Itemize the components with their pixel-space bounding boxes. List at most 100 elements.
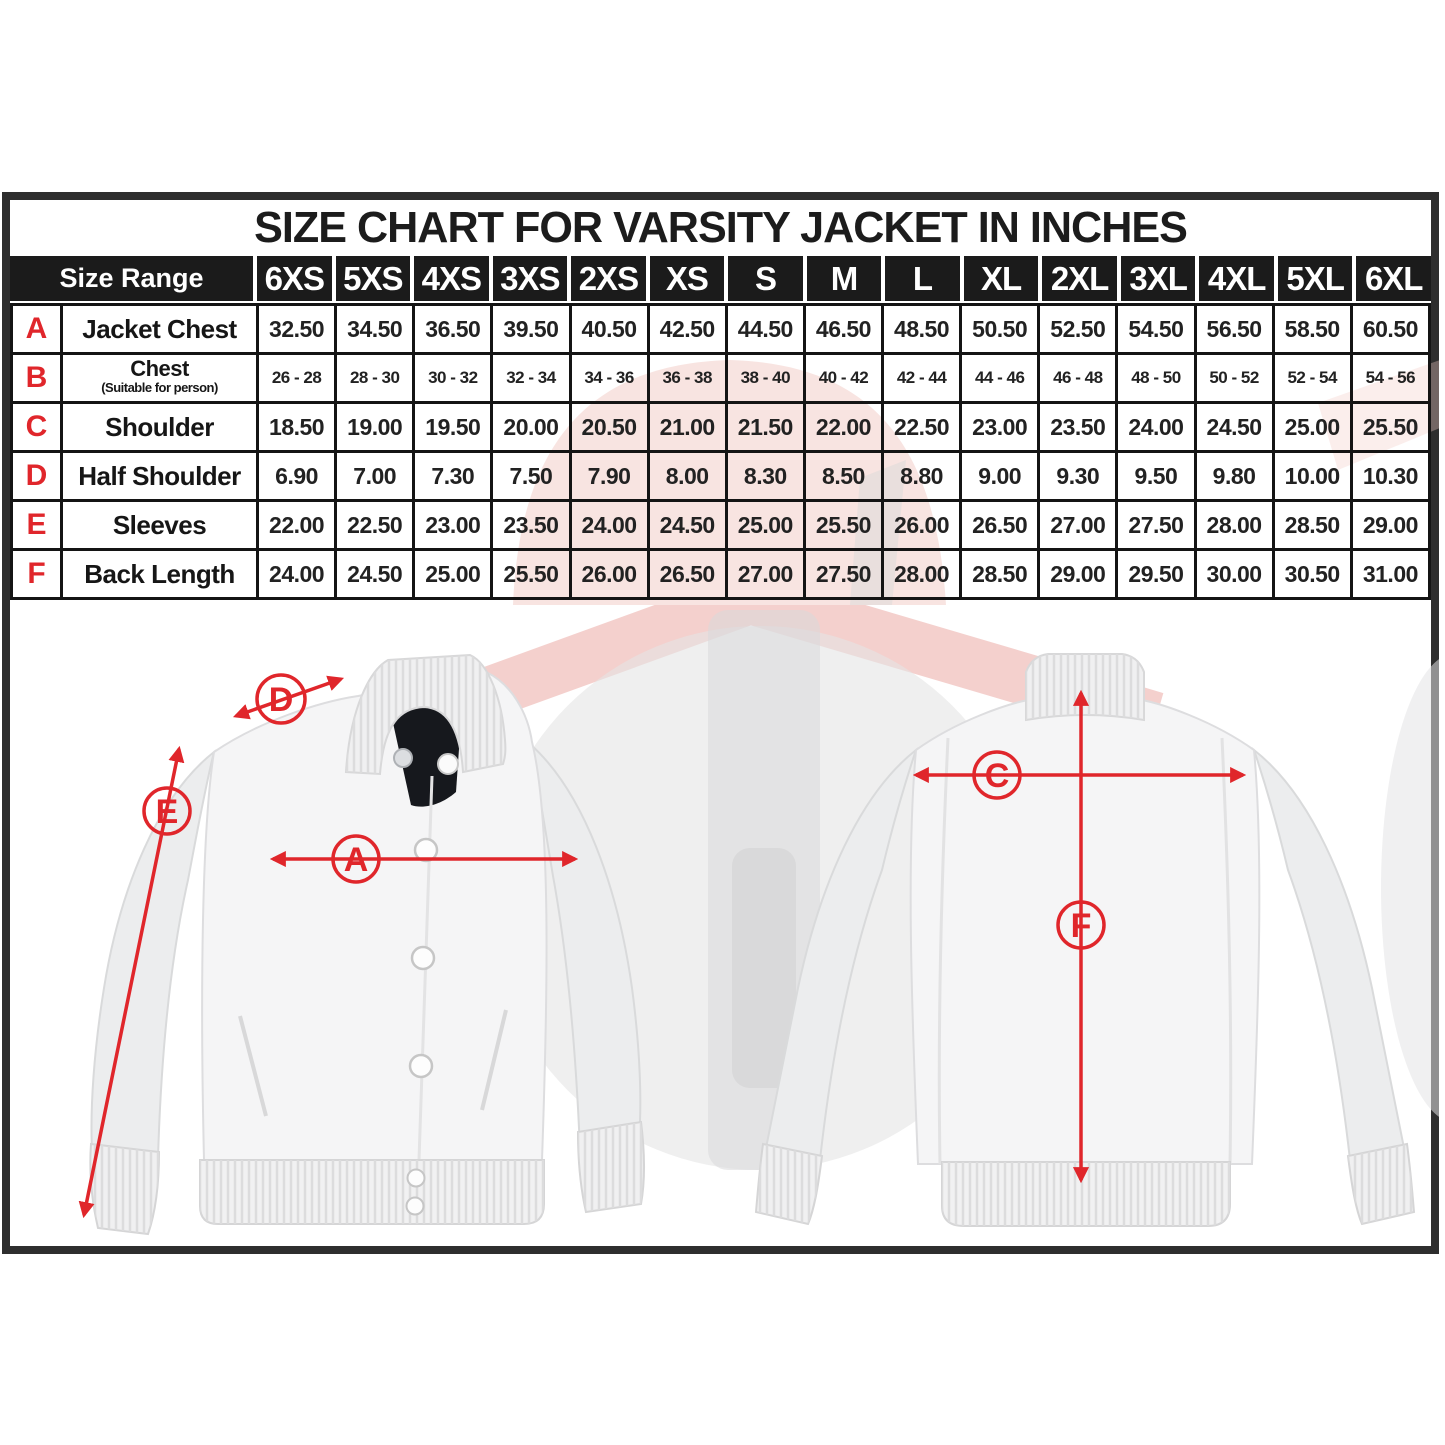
value-cell: 26.00 [880,499,963,551]
value-cell: 34 - 36 [568,352,650,404]
back-right-seam [1220,737,1233,1165]
value-cell: 28.50 [959,548,1041,600]
measure-arrow [78,745,185,1219]
value-cell: 52.50 [1037,303,1119,355]
size-header-5xs: 5XS [335,256,411,301]
row-letter: E [10,499,63,551]
value-cell: 10.00 [1271,450,1353,502]
value-cell: 31.00 [1349,548,1432,600]
row-label: Back Length [60,548,259,600]
value-cell: 26.50 [959,499,1041,551]
value-cell: 46 - 48 [1037,352,1119,404]
waistband-snap-button [405,1196,425,1216]
value-cell: 34.50 [334,303,416,355]
jacket-illustrations: D E A C F [78,605,1439,1236]
front-left-pocket [238,1015,268,1117]
size-header-xs: XS [649,256,725,301]
measure-circle [255,673,307,725]
size-header-3xs: 3XS [492,256,568,301]
value-cell: 7.50 [490,450,572,502]
table-row-a: A Jacket Chest 32.50 34.50 36.50 39.50 40.50 42… [10,303,1432,355]
collar-snap-button [393,748,413,768]
size-header-2xs: 2XS [571,256,646,301]
row-letter: B [10,352,63,404]
value-cell: 9.00 [959,450,1041,502]
measure-letter: C [985,757,1010,795]
value-cell: 9.80 [1193,450,1275,502]
value-cell: 60.50 [1349,303,1432,355]
size-header-m: M [806,256,882,301]
value-cell: 9.50 [1115,450,1197,502]
row-label: Shoulder [60,401,259,453]
row-letter: F [10,548,63,600]
value-cell: 27.50 [1115,499,1197,551]
measure-letter: E [156,793,179,831]
front-neck-lining [388,700,462,807]
watermark-edge-shape [1381,659,1439,1117]
value-cell: 25.00 [412,548,494,600]
size-header-l: L [885,256,960,301]
value-cell: 22.00 [802,401,885,453]
front-collar-ribs [346,655,506,774]
measure-circle [331,834,381,884]
value-cell: 29.50 [1115,548,1197,600]
value-cell: 54.50 [1115,303,1197,355]
value-cell: 21.50 [724,401,806,453]
value-cell: 26 - 28 [255,352,338,404]
row-label: Chest (Suitable for person) [60,352,259,404]
measure-letter: F [1071,907,1092,945]
value-cell: 24.50 [334,548,416,600]
size-header-3xl: 3XL [1120,256,1196,301]
value-cell: 23.00 [959,401,1041,453]
back-left-seam [937,737,950,1165]
row-label: Sleeves [60,499,259,551]
value-cell: 52 - 54 [1271,352,1353,404]
value-cell: 21.00 [646,401,728,453]
size-header-s: S [728,256,803,301]
size-header-2xl: 2XL [1042,256,1117,301]
value-cell: 42 - 44 [880,352,963,404]
value-cell: 36.50 [412,303,494,355]
measure-letter: D [269,681,294,719]
value-cell: 58.50 [1271,303,1353,355]
value-cell: 18.50 [255,401,338,453]
value-cell: 8.00 [646,450,728,502]
value-cell: 26.50 [646,548,728,600]
measure-circle [1056,900,1106,950]
value-cell: 8.80 [880,450,963,502]
value-cell: 56.50 [1193,303,1275,355]
value-cell: 40.50 [568,303,650,355]
back-left-cuff-ribs [756,1144,822,1224]
value-cell: 44.50 [724,303,806,355]
value-cell: 30.50 [1271,548,1353,600]
value-cell: 36 - 38 [646,352,728,404]
table-row-b: B Chest (Suitable for person) 26 - 28 28 - 3… [10,352,1432,404]
measure-arrow [232,675,345,720]
value-cell: 9.30 [1037,450,1119,502]
value-cell: 27.00 [1037,499,1119,551]
value-cell: 20.50 [568,401,650,453]
value-cell: 24.50 [1193,401,1275,453]
size-header-6xs: 6XS [257,256,332,301]
size-header-5xl: 5XL [1277,256,1353,301]
value-cell: 25.50 [490,548,572,600]
value-cell: 22.50 [880,401,963,453]
measurement-table: A Jacket Chest 32.50 34.50 36.50 39.50 40.50 42… [10,303,1432,600]
measurement-annotations: D E A C F [78,673,1247,1219]
value-cell: 30 - 32 [412,352,494,404]
value-cell: 28.50 [1271,499,1353,551]
front-right-pocket [480,1009,508,1111]
page-title: SIZE CHART FOR VARSITY JACKET IN INCHES [254,203,1188,252]
value-cell: 50 - 52 [1193,352,1275,404]
measure-annotation-e: E [78,745,192,1219]
value-cell: 19.50 [412,401,494,453]
value-cell: 22.00 [255,499,338,551]
value-cell: 7.90 [568,450,650,502]
value-cell: 7.30 [412,450,494,502]
value-cell: 25.00 [1271,401,1353,453]
row-label: Half Shoulder [60,450,259,502]
value-cell: 39.50 [490,303,572,355]
table-row-c: C Shoulder 18.50 19.00 19.50 20.00 20.50 21.00 2… [10,401,1432,453]
value-cell: 25.00 [724,499,806,551]
